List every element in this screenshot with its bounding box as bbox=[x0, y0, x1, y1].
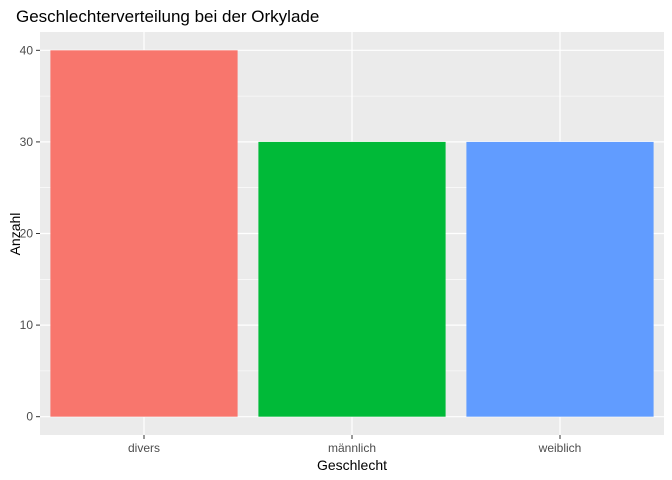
bar-männlich bbox=[258, 141, 446, 417]
y-tick-label: 30 bbox=[20, 135, 34, 149]
y-tick-label: 20 bbox=[20, 227, 34, 241]
x-tick-label: weiblich bbox=[538, 441, 582, 455]
y-tick-label: 10 bbox=[20, 318, 34, 332]
x-axis-title: Geschlecht bbox=[317, 457, 387, 473]
y-tick-label: 40 bbox=[20, 43, 34, 57]
bar-weiblich bbox=[466, 141, 654, 417]
y-axis: 0 10 20 30 40 bbox=[20, 43, 40, 424]
bars bbox=[50, 50, 654, 417]
chart-title: Geschlechterverteilung bei der Orkylade bbox=[16, 7, 319, 26]
x-tick-label: divers bbox=[128, 441, 160, 455]
x-tick-label: männlich bbox=[328, 441, 376, 455]
y-tick-label: 0 bbox=[26, 410, 33, 424]
x-axis: divers männlich weiblich bbox=[128, 435, 581, 455]
bar-divers bbox=[50, 50, 238, 417]
y-axis-title: Anzahl bbox=[7, 213, 23, 256]
